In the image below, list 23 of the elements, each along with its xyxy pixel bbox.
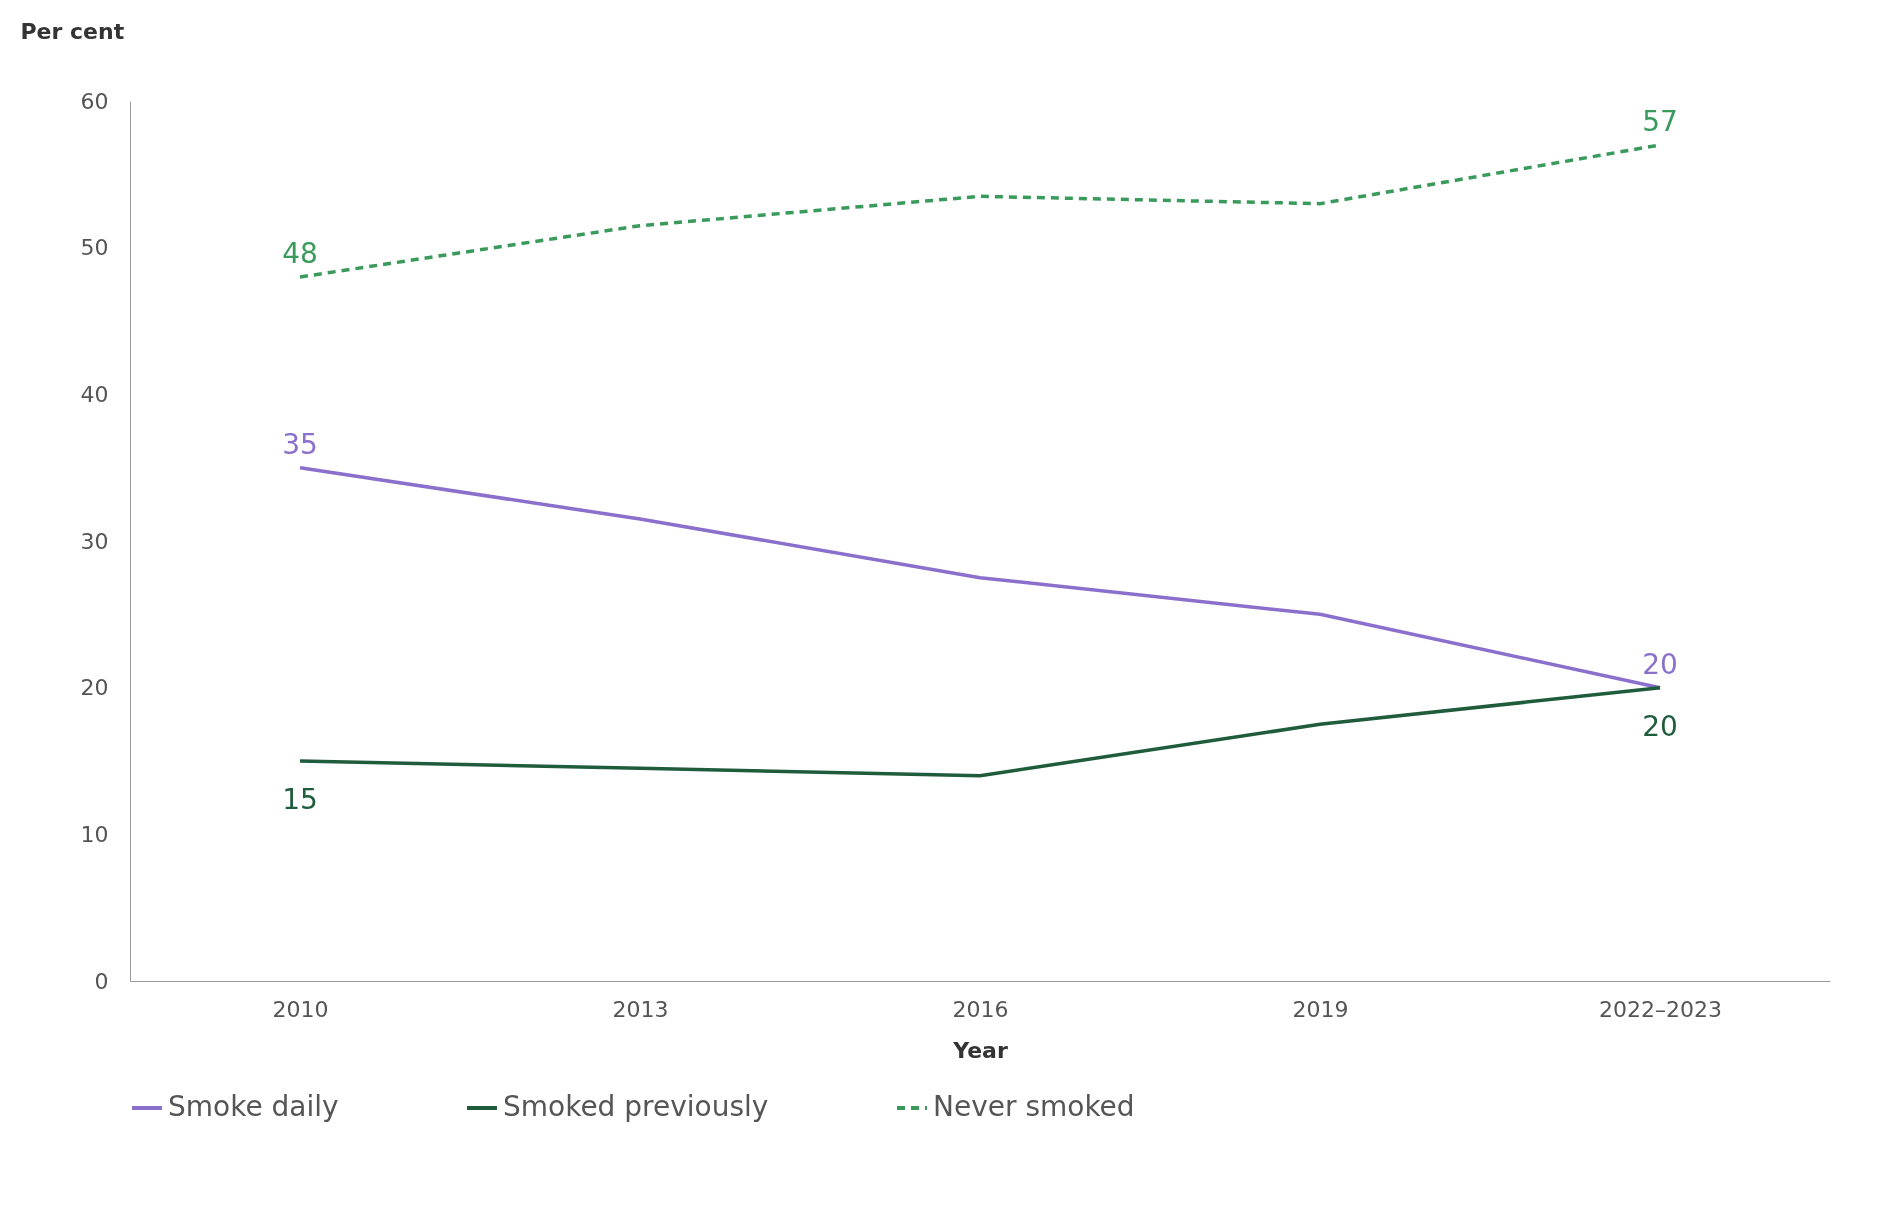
y-tick-label: 60 xyxy=(80,88,109,114)
x-tick-label: 2022–2023 xyxy=(1599,996,1722,1022)
x-tick-label: 2019 xyxy=(1292,996,1349,1022)
data-label: 15 xyxy=(282,783,318,816)
y-tick-label: 0 xyxy=(94,968,109,994)
y-tick-label: 50 xyxy=(80,235,109,261)
legend-label: Smoke daily xyxy=(168,1090,339,1123)
x-tick-label: 2016 xyxy=(952,996,1009,1022)
legend-label: Smoked previously xyxy=(503,1090,769,1123)
x-tick-label: 2013 xyxy=(612,996,669,1022)
data-label: 48 xyxy=(282,237,318,270)
y-axis-title: Per cent xyxy=(20,18,125,44)
x-tick-label: 2010 xyxy=(272,996,329,1022)
y-tick-label: 40 xyxy=(80,381,109,407)
x-axis-title: Year xyxy=(952,1037,1008,1063)
data-label: 57 xyxy=(1642,105,1678,138)
legend-label: Never smoked xyxy=(933,1090,1135,1123)
y-tick-label: 10 xyxy=(80,821,109,847)
data-label: 20 xyxy=(1642,709,1678,743)
data-label: 35 xyxy=(282,427,318,461)
y-tick-label: 20 xyxy=(80,675,109,701)
y-tick-label: 30 xyxy=(80,528,109,554)
data-label: 20 xyxy=(1642,647,1678,681)
